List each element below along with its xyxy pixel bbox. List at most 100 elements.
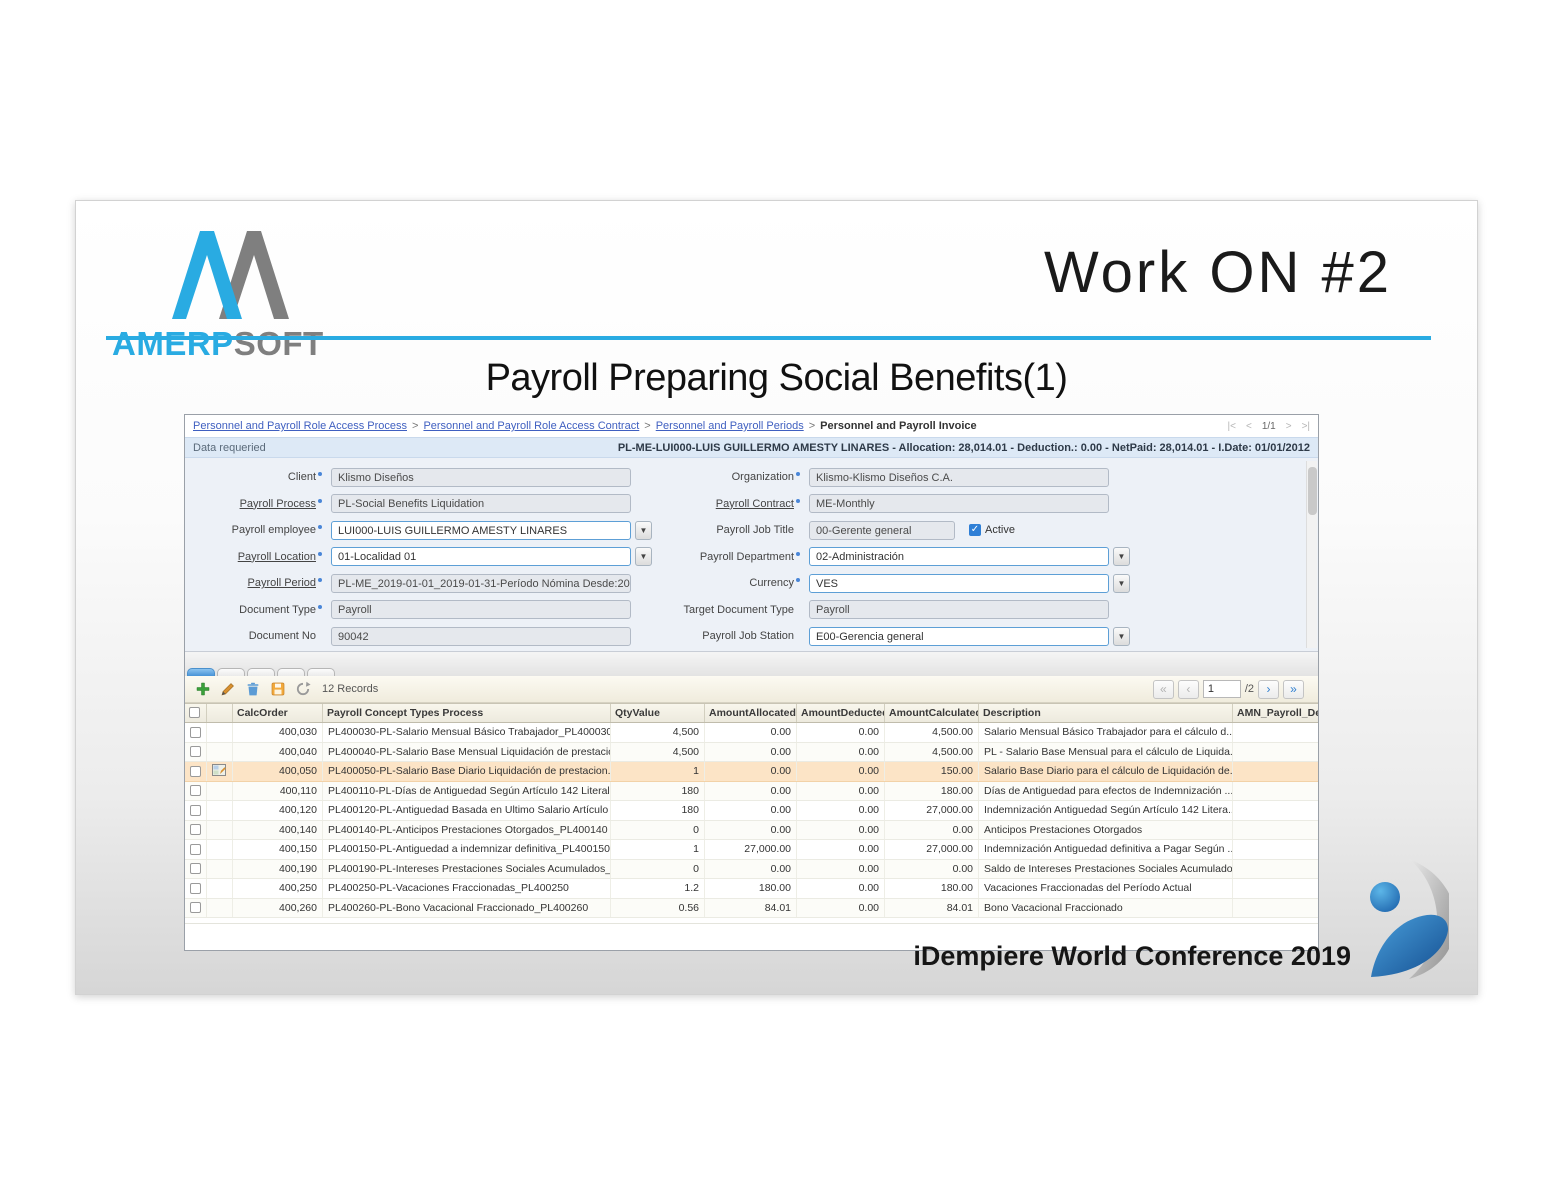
tab[interactable]	[217, 668, 245, 676]
field-value[interactable]: Payroll	[331, 600, 631, 620]
column-header-amountallocated[interactable]: AmountAllocated	[705, 704, 797, 722]
next-record-icon[interactable]: >	[1285, 420, 1292, 432]
form-field: Payroll Contract ME-Monthly ▼ ✓	[653, 491, 1318, 518]
tab[interactable]	[307, 668, 335, 676]
row-checkbox[interactable]	[190, 765, 201, 777]
page-number-input[interactable]: 1	[1202, 680, 1241, 698]
tab[interactable]	[247, 668, 275, 676]
last-page-button[interactable]: »	[1283, 679, 1304, 699]
row-checkbox[interactable]	[190, 902, 201, 914]
cell-qtyvalue: 4,500	[611, 742, 705, 761]
idempiere-window: Personnel and Payroll Role Access Proces…	[184, 414, 1319, 951]
column-header-amountcalculated[interactable]: AmountCalculated	[885, 704, 979, 722]
breadcrumb-link[interactable]: Personnel and Payroll Role Access Proces…	[193, 420, 407, 432]
row-checkbox[interactable]	[190, 863, 201, 875]
last-record-icon[interactable]: >|	[1301, 420, 1310, 432]
vertical-scrollbar[interactable]	[1306, 461, 1317, 648]
idempiere-logo	[1357, 855, 1456, 988]
form-field: Target Document Type Payroll ▼ ✓	[653, 597, 1318, 624]
field-value[interactable]: 00-Gerente general	[809, 520, 955, 540]
field-value[interactable]: Klismo Diseños	[331, 467, 631, 487]
field-value[interactable]: 01-Localidad 01	[331, 547, 631, 567]
cell-amountdeducted: 0.00	[797, 801, 885, 820]
cell-concept: PL400030-PL-Salario Mensual Básico Traba…	[323, 723, 611, 742]
row-checkbox[interactable]	[190, 843, 201, 855]
row-checkbox[interactable]	[190, 785, 201, 797]
cell-amountcalculated: 4,500.00	[885, 723, 979, 742]
row-checkbox[interactable]	[190, 804, 201, 816]
field-value[interactable]: 02-Administración	[809, 547, 1109, 567]
table-row[interactable]: 400,150 PL400150-PL-Antiguedad a indemni…	[185, 840, 1318, 860]
field-value[interactable]: VES	[809, 573, 1109, 593]
field-value[interactable]: LUI000-LUIS GUILLERMO AMESTY LINARES	[331, 520, 631, 540]
delete-record-icon[interactable]	[245, 681, 261, 697]
checkbox-checked-icon[interactable]: ✓	[969, 524, 981, 537]
table-row[interactable]: 400,040 PL400040-PL-Salario Base Mensual…	[185, 742, 1318, 762]
previous-record-icon[interactable]: <	[1245, 420, 1252, 432]
active-checkbox[interactable]: ✓ Active	[969, 524, 1015, 537]
save-record-icon[interactable]	[270, 681, 286, 697]
refresh-icon[interactable]	[295, 681, 311, 697]
table-row[interactable]: 400,110 PL400110-PL-Días de Antiguedad S…	[185, 781, 1318, 801]
next-page-button[interactable]: ›	[1258, 679, 1279, 699]
add-record-icon[interactable]	[195, 681, 211, 697]
column-header-amn-payroll[interactable]: AMN_Payroll_Deta	[1237, 707, 1318, 719]
table-row[interactable]: 400,260 PL400260-PL-Bono Vacacional Frac…	[185, 898, 1318, 918]
table-row[interactable]: 400,030 PL400030-PL-Salario Mensual Bási…	[185, 723, 1318, 743]
field-value[interactable]: PL-ME_2019-01-01_2019-01-31-Período Nómi…	[331, 573, 631, 593]
column-header-description[interactable]: Description	[979, 704, 1233, 722]
cell-description: Anticipos Prestaciones Otorgados	[979, 820, 1233, 839]
breadcrumb-link[interactable]: Personnel and Payroll Role Access Contra…	[423, 420, 640, 432]
cell-amountdeducted: 0.00	[797, 898, 885, 917]
field-label: Payroll Job Title	[716, 524, 794, 537]
table-row[interactable]: 400,250 PL400250-PL-Vacaciones Fracciona…	[185, 879, 1318, 899]
column-header-qtyvalue[interactable]: QtyValue	[611, 704, 705, 722]
breadcrumb-link[interactable]: Personnel and Payroll Invoice	[820, 420, 977, 432]
scrollbar-thumb[interactable]	[1307, 467, 1317, 515]
column-header-calcorder[interactable]: CalcOrder	[233, 704, 323, 722]
tab[interactable]	[277, 668, 305, 676]
table-row[interactable]: 400,050 PL400050-PL-Salario Base Diario …	[185, 762, 1318, 782]
form-field: Payroll employee LUI000-LUIS GUILLERMO A…	[185, 517, 653, 544]
field-value[interactable]: ME-Monthly	[809, 494, 1109, 514]
row-checkbox[interactable]	[190, 746, 201, 758]
row-checkbox[interactable]	[190, 824, 201, 836]
column-header-amountdeducted[interactable]: AmountDeducted	[797, 704, 885, 722]
field-value[interactable]: E00-Gerencia general	[809, 626, 1109, 646]
checkbox-icon[interactable]	[189, 707, 200, 718]
row-checkbox[interactable]	[190, 882, 201, 894]
previous-page-button[interactable]: ‹	[1177, 679, 1199, 699]
mandatory-indicator	[318, 604, 322, 609]
chevron-down-icon[interactable]: ▼	[1113, 573, 1130, 593]
field-value[interactable]: PL-Social Benefits Liquidation	[331, 494, 631, 514]
chevron-down-icon[interactable]: ▼	[1113, 626, 1130, 646]
cell-amountcalculated: 180.00	[885, 879, 979, 898]
first-page-button[interactable]: «	[1152, 679, 1174, 699]
column-header-concept[interactable]: Payroll Concept Types Process	[323, 704, 611, 722]
table-row[interactable]: 400,120 PL400120-PL-Antiguedad Basada en…	[185, 801, 1318, 821]
table-row[interactable]: 400,140 PL400140-PL-Anticipos Prestacion…	[185, 820, 1318, 840]
header-form: Client Klismo Diseños ▼ Payroll Process …	[185, 458, 1318, 652]
field-value[interactable]: Klismo-Klismo Diseños C.A.	[809, 467, 1109, 487]
edit-record-icon[interactable]	[220, 681, 236, 697]
field-label: Payroll employee	[231, 524, 316, 537]
cell-amountcalculated: 0.00	[885, 820, 979, 839]
row-indicator-header	[207, 704, 233, 722]
select-all-header[interactable]	[185, 704, 207, 722]
breadcrumb-link[interactable]: Personnel and Payroll Periods	[655, 420, 804, 432]
chevron-down-icon[interactable]: ▼	[1113, 547, 1130, 567]
chevron-down-icon[interactable]: ▼	[635, 520, 652, 540]
cell-amountcalculated: 0.00	[885, 859, 979, 878]
record-count: 12 Records	[322, 683, 379, 695]
field-value[interactable]: 90042	[331, 626, 631, 646]
chevron-down-icon[interactable]: ▼	[635, 547, 652, 567]
blue-swoosh	[1371, 914, 1449, 977]
tab[interactable]	[187, 668, 215, 676]
cell-qtyvalue: 1	[611, 840, 705, 859]
first-record-icon[interactable]: |<	[1227, 420, 1236, 432]
row-checkbox[interactable]	[190, 726, 201, 738]
field-value[interactable]: Payroll	[809, 600, 1109, 620]
cell-amn-payroll	[1233, 743, 1318, 762]
table-row[interactable]: 400,190 PL400190-PL-Intereses Prestacion…	[185, 859, 1318, 879]
cell-amn-payroll	[1233, 723, 1318, 742]
